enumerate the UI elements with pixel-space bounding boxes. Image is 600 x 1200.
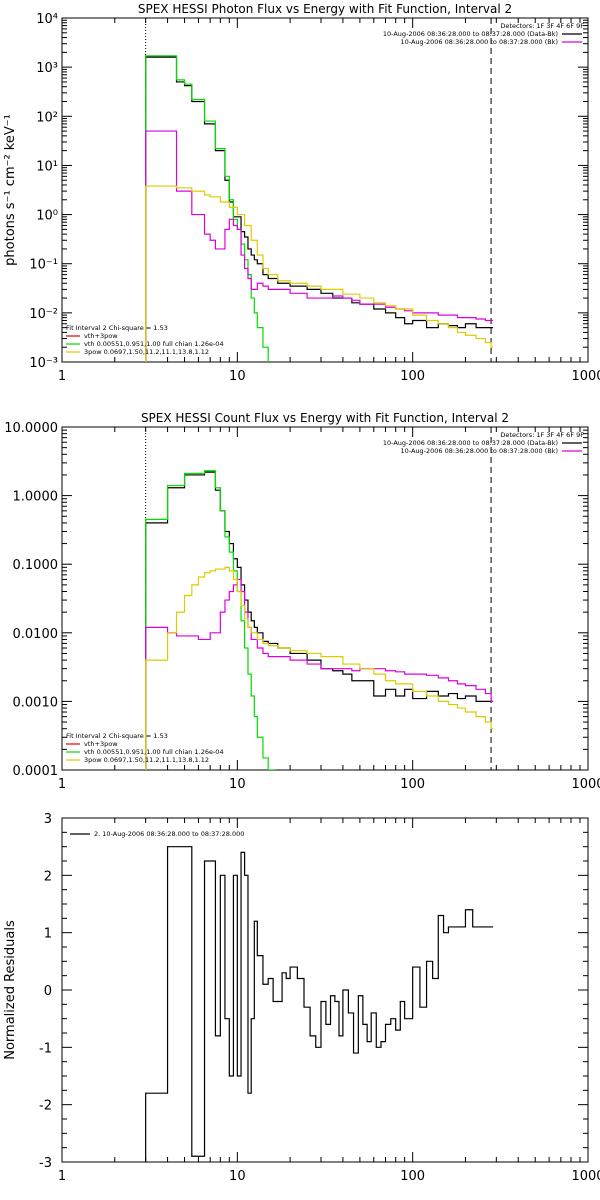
series-line-1 [145, 846, 494, 1162]
y-tick-label: 10.0000 [4, 421, 58, 436]
x-tick-label: 100 [400, 1169, 425, 1184]
x-tick-label: 1 [58, 369, 66, 384]
y-tick-label: 0.0001 [13, 764, 59, 779]
y-tick-label: 10⁻³ [29, 356, 58, 371]
chart-panel-2: 1 10 100 1000 0.0001 0.0010 0.0100 0.1000 1.0000… [4, 411, 600, 792]
y-tick-label: 1 [44, 927, 52, 942]
y-tick-label: 10⁻¹ [29, 258, 58, 273]
x-tick-label: 100 [400, 369, 425, 384]
x-tick-label: 100 [400, 777, 425, 792]
y-tick-label: -2 [39, 1099, 52, 1114]
chart-title: SPEX HESSI Photon Flux vs Energy with Fi… [138, 2, 512, 16]
legend-top-entry: Detectors: 1F 3F 4F 6F 9F [500, 431, 584, 439]
y-tick-label: 10⁰ [36, 209, 58, 224]
plot-frame [61, 17, 589, 363]
y-axis-ticks [62, 426, 588, 771]
series-line-1 [145, 56, 494, 362]
x-axis-ticks [61, 18, 581, 362]
legend-bottom-entry: vth 0.00551,0.951,1.00 full chian 1.26e-… [84, 340, 224, 348]
chart-panel-3: 1 10 100 1000 -3 -2 -1 0 1 2 3 Normalized Residuals… [3, 812, 600, 1184]
series-line-2 [145, 55, 269, 362]
series-line-1 [145, 471, 494, 770]
y-tick-label: 3 [44, 812, 52, 827]
chart-title: SPEX HESSI Count Flux vs Energy with Fit… [141, 411, 509, 425]
x-tick-label: 1000 [571, 777, 600, 792]
legend-top-entry: 10-Aug-2006 08:36:28.000 to 08:37:28.000… [383, 30, 558, 38]
plot-frame [61, 426, 589, 771]
legend-top-entry: 2. 10-Aug-2006 08:36:28.000 to 08:37:28.… [94, 830, 244, 838]
y-tick-label: 10¹ [36, 159, 58, 174]
legend-top-entry: Detectors: 1F 3F 4F 6F 9F [500, 22, 584, 30]
legend-bottom-entry: vth+3pow [84, 332, 118, 340]
plot-frame [61, 817, 589, 1163]
series-line-2 [145, 470, 276, 770]
y-tick-label: 0.0010 [13, 695, 59, 710]
x-tick-label: 10 [229, 777, 246, 792]
legend-bottom-entry: Fit Interval 2 Chi-square = 1.53 [66, 732, 168, 740]
y-tick-label: 1.0000 [13, 490, 59, 505]
y-tick-label: 0.1000 [13, 558, 59, 573]
legend-bottom-entry: Fit Interval 2 Chi-square = 1.53 [66, 324, 168, 332]
y-axis-label: photons s⁻¹ cm⁻² keV⁻¹ [3, 114, 18, 266]
series-line-3 [145, 130, 494, 362]
y-tick-label: 10⁻² [29, 307, 58, 322]
y-axis-label: Normalized Residuals [3, 920, 18, 1060]
y-tick-label: 0.0100 [13, 627, 59, 642]
y-tick-label: 10² [36, 110, 58, 125]
legend-top-entry: 10-Aug-2006 08:36:28.000 to 08:37:28.000… [401, 447, 558, 455]
x-tick-label: 10 [229, 369, 246, 384]
x-tick-label: 10 [229, 1169, 246, 1184]
x-tick-label: 1 [58, 1169, 66, 1184]
y-axis-ticks [62, 17, 588, 363]
y-tick-label: 10⁴ [36, 12, 58, 27]
y-tick-label: 10³ [36, 61, 58, 76]
legend-top-entry: 10-Aug-2006 08:36:28.000 to 08:37:28.000… [401, 38, 558, 46]
x-axis-ticks [61, 427, 581, 770]
y-axis-ticks [62, 817, 588, 1163]
legend-bottom-entry: 3pow 0.0697,1.50,11.2,11.1,13.8,1.12 [84, 348, 209, 356]
x-tick-label: 1000 [571, 369, 600, 384]
series-line-4 [145, 185, 494, 362]
series-line-3 [145, 578, 494, 770]
legend-bottom-entry: 3pow 0.0697,1.50,11.2,11.1,13.8,1.12 [84, 756, 209, 764]
x-axis-ticks [61, 818, 581, 1162]
chart-panel-1: 1 10 100 1000 10⁻³ 10⁻² 10⁻¹ 10⁰ 10¹ 10² 10³ 10⁴ SPE… [3, 2, 600, 384]
legend-top-entry: 10-Aug-2006 08:36:28.000 to 08:37:28.000… [383, 439, 558, 447]
legend-bottom-entry: vth 0.00551,0.951,1.00 full chian 1.26e-… [84, 748, 224, 756]
x-tick-label: 1 [58, 777, 66, 792]
legend-bottom-entry: vth+3pow [84, 740, 118, 748]
y-tick-label: -1 [39, 1041, 52, 1056]
series-line-4 [145, 566, 494, 770]
y-tick-label: 2 [44, 869, 52, 884]
y-tick-label: 0 [44, 984, 52, 999]
x-tick-label: 1000 [571, 1169, 600, 1184]
y-tick-label: -3 [39, 1156, 52, 1171]
